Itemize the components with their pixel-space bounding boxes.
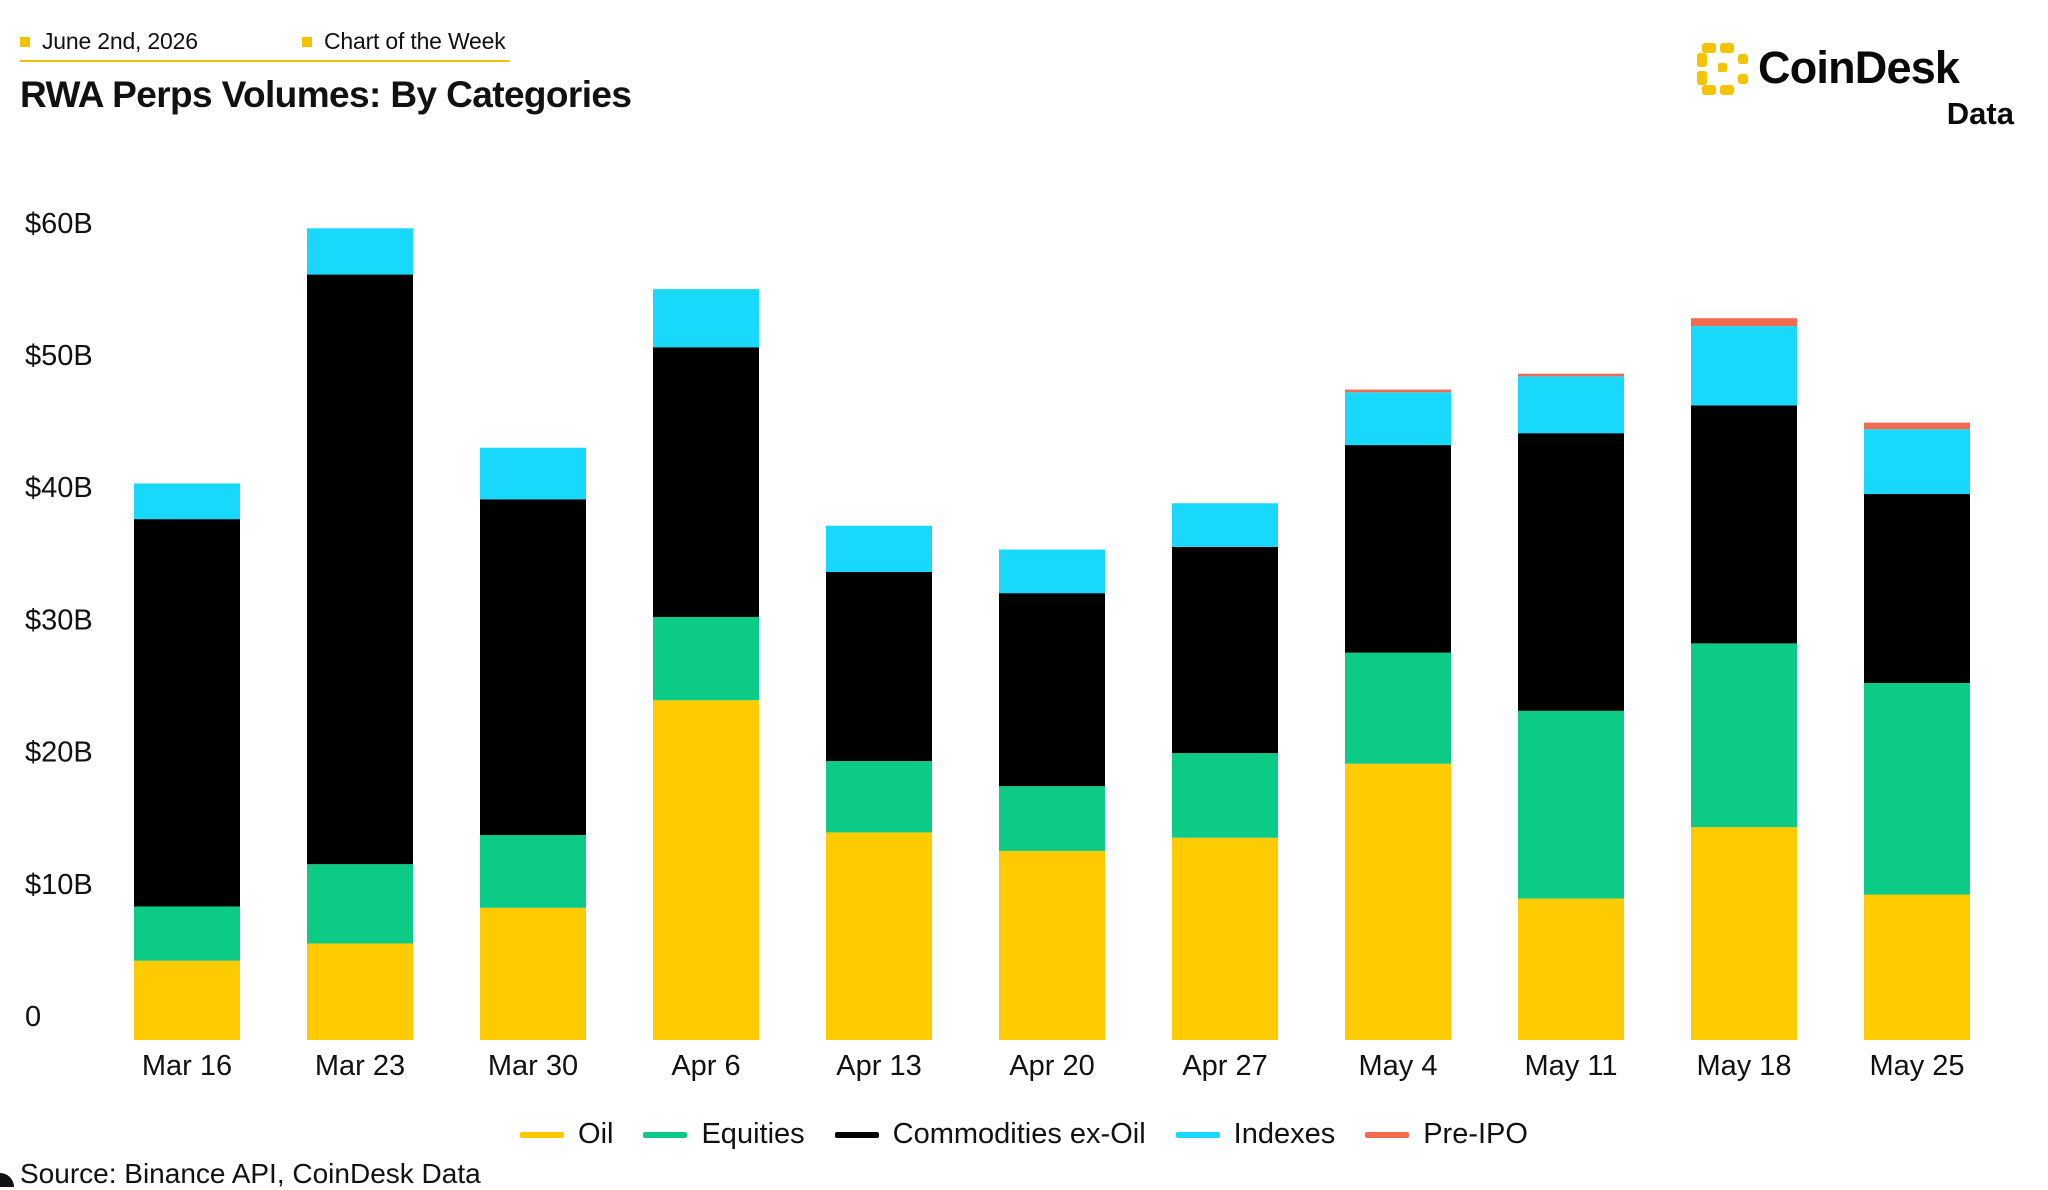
legend-item: Indexes [1175, 1118, 1336, 1151]
bar-segment-commodities-ex-oil [307, 274, 413, 865]
series-tag-label: Chart of the Week [324, 28, 506, 54]
x-tick-label: Apr 13 [836, 1050, 921, 1082]
y-tick-label: $50B [25, 340, 93, 372]
date-label: June 2nd, 2026 [42, 28, 198, 54]
tag-bullet-icon [20, 36, 30, 47]
bar-segment-commodities-ex-oil [826, 572, 932, 762]
legend-label: Commodities ex-Oil [892, 1118, 1146, 1150]
bar-segment-oil [1691, 827, 1797, 1040]
bar-segment-pre-ipo [1345, 389, 1451, 393]
x-tick-label: May 4 [1359, 1050, 1438, 1082]
bar-segment-oil [134, 960, 240, 1040]
tag-bullet-icon [302, 36, 312, 47]
x-tick-label: May 18 [1696, 1050, 1791, 1082]
chart-legend: Oil Equities Commodities ex-Oil Indexes Pre-… [0, 1118, 2048, 1151]
bar-segment-indexes [1691, 326, 1797, 406]
bar-segment-pre-ipo [1518, 373, 1624, 377]
x-tick-label: May 25 [1869, 1050, 1964, 1082]
bar-segment-oil [307, 943, 413, 1040]
bar-segment-equities [653, 616, 759, 701]
legend-label: Pre-IPO [1423, 1118, 1528, 1150]
legend-label: Oil [578, 1118, 614, 1150]
x-tick-label: Mar 16 [142, 1050, 232, 1082]
series-tag: Chart of the Week [302, 28, 510, 62]
bar-segment-commodities-ex-oil [653, 347, 759, 617]
bar-segment-oil [826, 832, 932, 1040]
bar-segment-indexes [1864, 429, 1970, 495]
x-tick-label: Apr 6 [671, 1050, 740, 1082]
bar-segment-equities [1345, 652, 1451, 764]
bar-segment-commodities-ex-oil [1172, 546, 1278, 754]
bar-segment-equities [1691, 643, 1797, 828]
y-tick-label: $30B [25, 604, 93, 636]
bar-segment-oil [480, 907, 586, 1040]
bar-segment-indexes [134, 483, 240, 520]
bar-segment-indexes [1345, 392, 1451, 446]
x-tick-label: May 11 [1525, 1050, 1618, 1082]
x-tick-label: Apr 20 [1009, 1050, 1094, 1082]
bar-segment-indexes [307, 228, 413, 275]
y-tick-label: $40B [25, 472, 93, 504]
x-tick-label: Apr 27 [1182, 1050, 1267, 1082]
bar-segment-commodities-ex-oil [134, 519, 240, 907]
bar-segment-indexes [999, 549, 1105, 594]
legend-swatch [643, 1131, 688, 1138]
logo-subtitle: Data [1946, 96, 2014, 131]
logo-name: CoinDesk [1758, 42, 1960, 93]
bar-segment-equities [307, 864, 413, 944]
bar-segment-indexes [826, 525, 932, 573]
bar-segment-indexes [1172, 503, 1278, 547]
y-tick-label: $60B [25, 208, 93, 240]
bar-segment-indexes [1518, 376, 1624, 434]
bar-segment-equities [1172, 753, 1278, 838]
bar-segment-equities [134, 906, 240, 961]
bar-segment-equities [480, 835, 586, 908]
bar-segment-commodities-ex-oil [1345, 445, 1451, 653]
bar-segment-equities [826, 761, 932, 833]
legend-label: Equities [701, 1118, 805, 1150]
bar-segment-equities [1518, 710, 1624, 899]
y-tick-label: $20B [25, 737, 93, 769]
legend-item: Oil [520, 1118, 613, 1151]
bar-segment-equities [999, 786, 1105, 851]
bar-segment-indexes [653, 289, 759, 348]
bar-segment-oil [1518, 898, 1624, 1040]
bar-segment-oil [999, 850, 1105, 1040]
coindesk-logo: CoinDesk Data [1694, 38, 2014, 138]
x-tick-label: Mar 30 [488, 1050, 578, 1082]
bar-segment-commodities-ex-oil [1864, 494, 1970, 684]
bar-segment-pre-ipo [1691, 318, 1797, 327]
bar-segment-oil [1172, 837, 1278, 1040]
coindesk-logo-icon [1697, 43, 1748, 95]
bar-segment-pre-ipo [1864, 422, 1970, 430]
bar-segment-commodities-ex-oil [1691, 405, 1797, 644]
bar-segment-equities [1864, 683, 1970, 895]
legend-item: Equities [643, 1118, 805, 1151]
x-tick-label: Mar 23 [315, 1050, 405, 1082]
legend-swatch [1365, 1131, 1410, 1138]
legend-swatch [520, 1131, 565, 1138]
bar-segment-oil [1864, 894, 1970, 1040]
legend-item: Commodities ex-Oil [834, 1118, 1146, 1151]
date-tag: June 2nd, 2026 [20, 28, 302, 62]
legend-swatch [1175, 1131, 1220, 1138]
legend-item: Pre-IPO [1365, 1118, 1528, 1151]
source-note: Source: Binance API, CoinDesk Data [20, 1158, 481, 1189]
y-tick-label: $10B [25, 869, 93, 901]
chart-title: RWA Perps Volumes: By Categories [20, 74, 632, 115]
bar-segment-indexes [480, 447, 586, 500]
bar-segment-commodities-ex-oil [1518, 433, 1624, 711]
header-tags: June 2nd, 2026 Chart of the Week [20, 28, 510, 62]
y-tick-label: 0 [25, 1001, 41, 1033]
bar-segment-commodities-ex-oil [480, 499, 586, 836]
bar-segment-commodities-ex-oil [999, 593, 1105, 787]
bar-segment-oil [653, 700, 759, 1040]
legend-swatch [834, 1131, 879, 1138]
legend-label: Indexes [1233, 1118, 1336, 1150]
bar-segment-oil [1345, 763, 1451, 1040]
